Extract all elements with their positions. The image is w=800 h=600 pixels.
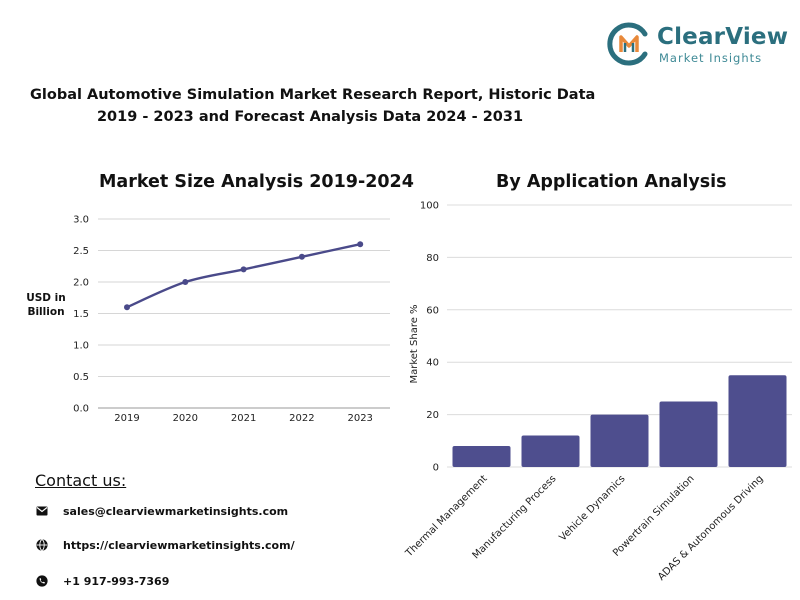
brand-name: ClearView	[657, 24, 789, 50]
y-tick-label: 0.0	[73, 404, 89, 415]
data-point	[240, 266, 247, 273]
y-tick-label: 1.5	[73, 309, 89, 320]
line-chart-title: Market Size Analysis 2019-2024	[99, 172, 414, 192]
y-tick-label: 80	[426, 253, 439, 264]
y-tick-label: 0	[433, 463, 439, 474]
brand-logo: ClearView Market Insights	[607, 22, 789, 68]
data-point	[298, 253, 305, 260]
y-axis-label: Market Share %	[409, 304, 420, 383]
bar	[659, 401, 718, 467]
y-axis-label: Billion	[27, 306, 64, 318]
bar	[452, 446, 511, 467]
y-tick-label: 40	[426, 358, 439, 369]
market-size-line-chart: 0.0 0.5 1.0 1.5 2.0 2.5 3.0 2019 2020 2021 2022 202…	[26, 215, 390, 424]
x-tick-label: 2019	[114, 413, 139, 424]
x-tick-label: 2023	[347, 413, 372, 424]
y-tick-label: 60	[426, 305, 439, 316]
bar-chart-title: By Application Analysis	[496, 172, 727, 192]
y-tick-label: 0.5	[73, 372, 89, 383]
bar	[728, 375, 787, 467]
y-tick-label: 20	[426, 410, 439, 421]
brand-tagline: Market Insights	[659, 51, 763, 65]
bar	[521, 435, 580, 467]
phone-icon	[35, 574, 49, 588]
x-tick-label: 2020	[173, 413, 198, 424]
bar	[590, 414, 649, 467]
report-title-line-2: 2019 - 2023 and Forecast Analysis Data 2…	[96, 109, 524, 125]
globe-icon	[35, 538, 49, 552]
y-tick-label: 2.0	[73, 278, 89, 289]
cv-monogram-icon	[607, 22, 648, 66]
contact-email-row[interactable]: sales@clearviewmarketinsights.com	[35, 502, 288, 520]
y-tick-label: 2.5	[73, 246, 89, 257]
y-tick-label: 3.0	[73, 215, 89, 226]
report-title-line-1: Global Automotive Simulation Market Rese…	[30, 87, 596, 103]
contact-website[interactable]: https://clearviewmarketinsights.com/	[63, 538, 295, 552]
data-point	[357, 241, 364, 248]
contact-email[interactable]: sales@clearviewmarketinsights.com	[63, 504, 289, 518]
y-tick-label: 100	[420, 201, 439, 212]
report-title: Global Automotive Simulation Market Rese…	[30, 84, 596, 128]
contact-website-row[interactable]: https://clearviewmarketinsights.com/	[35, 536, 295, 554]
x-tick-label: 2022	[289, 413, 314, 424]
envelope-icon	[35, 504, 49, 518]
data-point	[182, 279, 189, 285]
y-tick-label: 1.0	[73, 341, 89, 352]
x-tick-label: Vehicle Dynamics	[557, 473, 627, 543]
contact-heading: Contact us:	[35, 471, 127, 490]
y-axis-label: USD in	[26, 292, 66, 304]
data-point	[124, 304, 130, 311]
series-line	[126, 243, 361, 309]
contact-phone-row[interactable]: +1 917-993-7369	[35, 572, 169, 590]
x-tick-label: 2021	[231, 413, 256, 424]
contact-phone[interactable]: +1 917-993-7369	[63, 574, 170, 588]
